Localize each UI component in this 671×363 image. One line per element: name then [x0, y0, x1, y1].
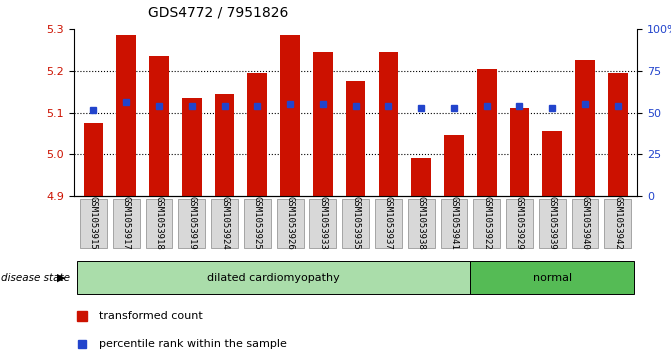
Text: GSM1053922: GSM1053922 [482, 196, 491, 250]
FancyBboxPatch shape [470, 261, 634, 294]
Bar [313, 52, 333, 196]
FancyBboxPatch shape [244, 199, 271, 248]
Text: GSM1053929: GSM1053929 [515, 196, 524, 250]
Text: GSM1053919: GSM1053919 [187, 196, 197, 250]
FancyBboxPatch shape [211, 199, 238, 248]
Text: GSM1053935: GSM1053935 [351, 196, 360, 250]
FancyBboxPatch shape [539, 199, 566, 248]
Text: GSM1053915: GSM1053915 [89, 196, 98, 250]
FancyBboxPatch shape [77, 261, 470, 294]
FancyBboxPatch shape [440, 199, 468, 248]
Bar [149, 56, 169, 196]
Text: GSM1053925: GSM1053925 [253, 196, 262, 250]
Bar [280, 35, 300, 196]
Text: GSM1053941: GSM1053941 [450, 196, 458, 250]
FancyBboxPatch shape [146, 199, 172, 248]
Bar [84, 123, 103, 196]
Bar [215, 94, 234, 196]
Text: dilated cardiomyopathy: dilated cardiomyopathy [207, 273, 340, 283]
Text: GSM1053933: GSM1053933 [318, 196, 327, 250]
Text: transformed count: transformed count [99, 311, 203, 321]
FancyBboxPatch shape [605, 199, 631, 248]
Text: GSM1053924: GSM1053924 [220, 196, 229, 250]
Text: GSM1053918: GSM1053918 [154, 196, 164, 250]
Bar [346, 81, 366, 196]
FancyBboxPatch shape [342, 199, 369, 248]
Text: ▶: ▶ [57, 273, 66, 283]
Bar [542, 131, 562, 196]
Bar [116, 35, 136, 196]
FancyBboxPatch shape [506, 199, 533, 248]
Text: GSM1053938: GSM1053938 [417, 196, 425, 250]
Bar [378, 52, 398, 196]
Text: disease state: disease state [1, 273, 70, 283]
Bar [477, 69, 497, 196]
Text: GDS4772 / 7951826: GDS4772 / 7951826 [148, 5, 288, 20]
FancyBboxPatch shape [113, 199, 140, 248]
FancyBboxPatch shape [408, 199, 435, 248]
FancyBboxPatch shape [572, 199, 599, 248]
Bar [248, 73, 267, 196]
FancyBboxPatch shape [276, 199, 303, 248]
Bar [575, 60, 595, 196]
FancyBboxPatch shape [473, 199, 500, 248]
Bar [510, 109, 529, 196]
Text: GSM1053926: GSM1053926 [286, 196, 295, 250]
Bar [608, 73, 627, 196]
Text: normal: normal [533, 273, 572, 283]
FancyBboxPatch shape [80, 199, 107, 248]
Bar [411, 159, 431, 196]
Text: GSM1053940: GSM1053940 [580, 196, 590, 250]
Text: GSM1053942: GSM1053942 [613, 196, 622, 250]
Text: GSM1053937: GSM1053937 [384, 196, 393, 250]
FancyBboxPatch shape [178, 199, 205, 248]
FancyBboxPatch shape [309, 199, 336, 248]
Text: GSM1053917: GSM1053917 [121, 196, 131, 250]
Bar [444, 135, 464, 196]
FancyBboxPatch shape [375, 199, 402, 248]
Text: percentile rank within the sample: percentile rank within the sample [99, 339, 287, 349]
Text: GSM1053939: GSM1053939 [548, 196, 557, 250]
Bar [182, 98, 201, 196]
